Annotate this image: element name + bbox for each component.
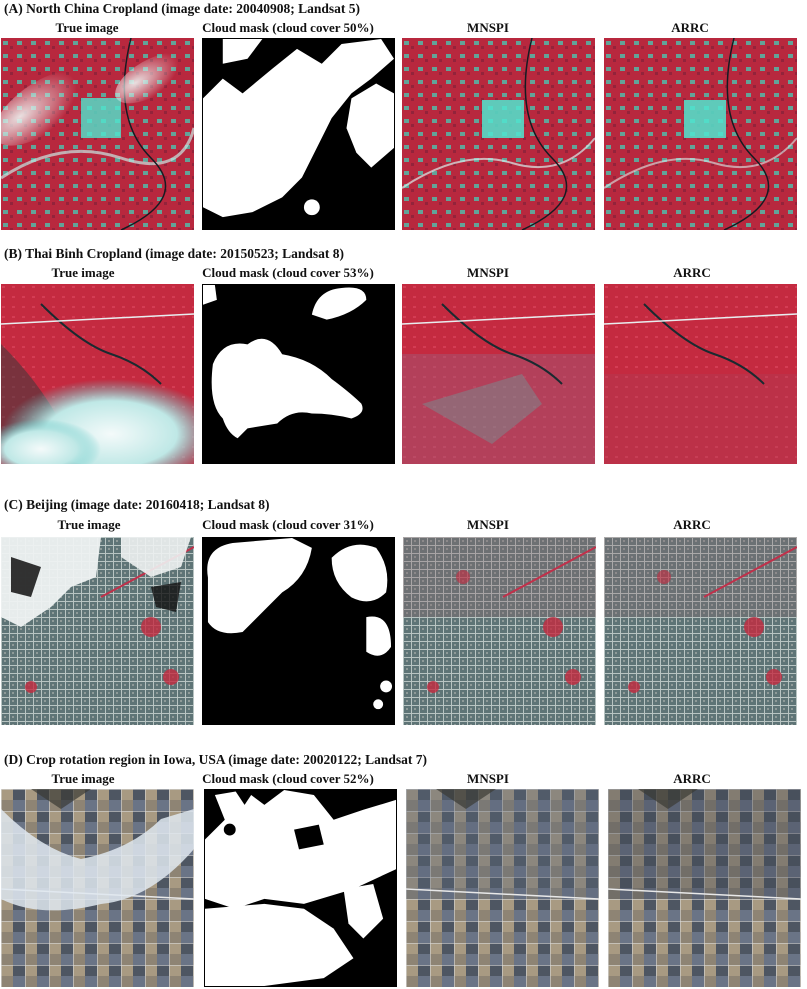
row-b-mnspi bbox=[402, 284, 595, 464]
row-d-label-mask: Cloud mask (cloud cover 52%) bbox=[202, 771, 374, 786]
row-d-label-mnspi: MNSPI bbox=[467, 771, 509, 786]
row-b-label-mnspi: MNSPI bbox=[467, 265, 509, 280]
row-c-mnspi bbox=[403, 537, 596, 725]
row-c-arrc bbox=[604, 537, 797, 725]
row-b-label-mask: Cloud mask (cloud cover 53%) bbox=[202, 265, 374, 280]
row-a-label-mnspi: MNSPI bbox=[467, 20, 509, 35]
row-a-label-mask: Cloud mask (cloud cover 50%) bbox=[202, 20, 374, 35]
row-d-cloud-mask bbox=[204, 789, 397, 987]
row-b-label-true: True image bbox=[51, 265, 115, 280]
row-a-label-true: True image bbox=[55, 20, 119, 35]
row-a-true-image bbox=[1, 38, 194, 230]
row-c-label-arrc: ARRC bbox=[673, 517, 711, 532]
row-c-label-mask: Cloud mask (cloud cover 31%) bbox=[202, 517, 374, 532]
row-d-label-arrc: ARRC bbox=[673, 771, 711, 786]
row-c-cloud-mask bbox=[202, 537, 395, 725]
row-b-title: (B) Thai Binh Cropland (image date: 2015… bbox=[4, 246, 345, 261]
row-a-cloud-mask bbox=[202, 38, 395, 230]
row-d-true-image bbox=[1, 789, 194, 987]
row-b-arrc bbox=[604, 284, 797, 464]
row-c-true-image bbox=[1, 537, 194, 725]
row-b-label-arrc: ARRC bbox=[673, 265, 711, 280]
row-d-mnspi bbox=[406, 789, 599, 987]
row-a-title: (A) North China Cropland (image date: 20… bbox=[4, 1, 361, 16]
row-a-mnspi bbox=[402, 38, 595, 230]
row-c-title: (C) Beijing (image date: 20160418; Lands… bbox=[4, 497, 270, 512]
row-b-cloud-mask bbox=[202, 284, 395, 464]
row-c-label-true: True image bbox=[57, 517, 121, 532]
row-b-true-image bbox=[1, 284, 194, 464]
row-d-label-true: True image bbox=[51, 771, 115, 786]
row-c-label-mnspi: MNSPI bbox=[467, 517, 509, 532]
row-d-title: (D) Crop rotation region in Iowa, USA (i… bbox=[4, 752, 428, 767]
row-a-arrc bbox=[604, 38, 797, 230]
row-a-label-arrc: ARRC bbox=[671, 20, 709, 35]
row-d-arrc bbox=[608, 789, 801, 987]
